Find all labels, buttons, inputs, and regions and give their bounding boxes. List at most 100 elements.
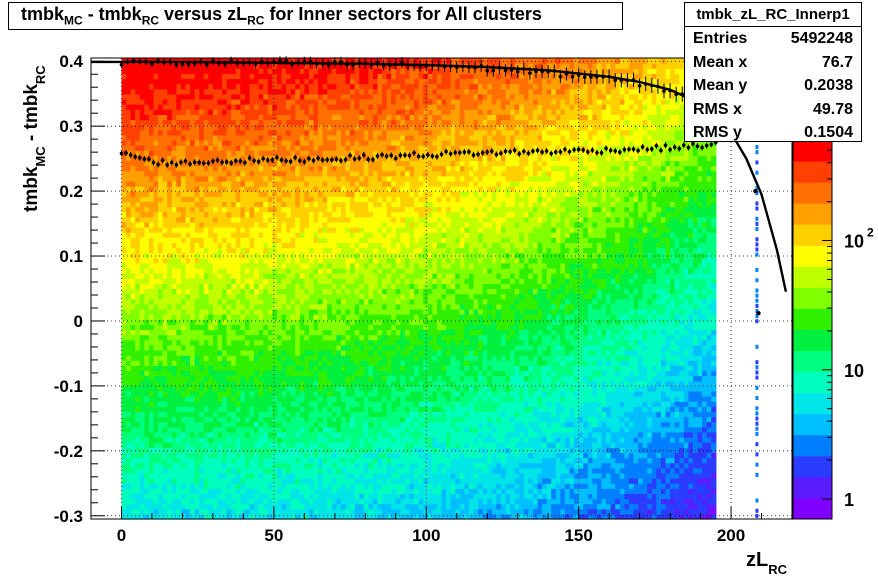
heatmap-cell	[359, 221, 365, 228]
heatmap-cell	[368, 411, 374, 418]
heatmap-cell	[368, 150, 374, 156]
heatmap-cell	[208, 109, 214, 115]
heatmap-cell	[135, 211, 141, 218]
heatmap-cell	[295, 139, 301, 146]
heatmap-cell	[144, 191, 150, 197]
heatmap-cell	[180, 93, 187, 100]
heatmap-cell	[222, 421, 228, 428]
heatmap-cell	[258, 483, 264, 489]
heatmap-cell	[176, 416, 182, 423]
heatmap-cell	[267, 170, 273, 177]
heatmap-cell	[359, 129, 365, 136]
heatmap-cell	[185, 242, 191, 249]
heatmap-cell	[144, 124, 150, 131]
heatmap-cell	[212, 93, 219, 100]
heatmap-cell	[180, 390, 187, 397]
heatmap-cell	[217, 365, 223, 372]
heatmap-cell	[244, 385, 251, 392]
heatmap-cell	[190, 211, 196, 218]
heatmap-cell	[359, 396, 365, 402]
heatmap-cell	[231, 283, 237, 290]
heatmap-cell	[295, 349, 301, 356]
heatmap-cell	[217, 375, 223, 382]
heatmap-cell	[286, 78, 292, 85]
heatmap-cell	[354, 513, 360, 520]
heatmap-cell	[185, 498, 191, 505]
heatmap-cell	[135, 437, 141, 443]
heatmap-cell	[190, 129, 196, 136]
heatmap-cell	[258, 109, 264, 115]
heatmap-cell	[267, 206, 273, 213]
heatmap-cell	[308, 139, 315, 146]
heatmap-cell	[244, 288, 251, 295]
heatmap-cell	[267, 160, 273, 167]
heatmap-cell	[139, 334, 145, 341]
heatmap-cell	[203, 344, 209, 351]
heatmap-cell	[308, 488, 315, 494]
heatmap-cell	[263, 324, 269, 331]
heatmap-cell	[217, 175, 223, 182]
heatmap-cell	[126, 211, 132, 218]
heatmap-cell	[290, 467, 296, 474]
heatmap-cell	[304, 78, 310, 85]
heatmap-cell	[308, 513, 315, 520]
heatmap-cell	[135, 160, 141, 167]
heatmap-cell	[240, 293, 246, 300]
heatmap-cell	[162, 396, 168, 402]
heatmap-cell	[167, 462, 173, 469]
heatmap-cell	[322, 355, 328, 361]
heatmap-cell	[345, 252, 351, 259]
heatmap-cell	[295, 365, 301, 372]
heatmap-cell	[354, 109, 360, 115]
heatmap-cell	[263, 488, 269, 494]
heatmap-cell	[290, 298, 296, 305]
heatmap-cell	[180, 437, 187, 443]
heatmap-cell	[158, 472, 164, 479]
heatmap-cell	[240, 139, 246, 146]
heatmap-cell	[272, 472, 278, 479]
heatmap-cell	[130, 319, 136, 325]
heatmap-cell	[249, 180, 255, 187]
heatmap-cell	[130, 78, 136, 85]
heatmap-cell	[363, 303, 369, 310]
heatmap-cell	[235, 329, 241, 336]
heatmap-cell	[359, 268, 365, 274]
heatmap-cell	[194, 221, 200, 228]
heatmap-cell	[144, 186, 150, 192]
heatmap-cell	[372, 339, 379, 346]
heatmap-cell	[185, 124, 191, 131]
heatmap-cell	[244, 303, 251, 310]
heatmap-cell	[363, 93, 369, 100]
heatmap-cell	[203, 462, 209, 469]
heatmap-cell	[254, 262, 260, 269]
heatmap-cell	[148, 186, 155, 192]
heatmap-cell	[340, 411, 347, 418]
heatmap-cell	[185, 334, 191, 341]
heatmap-cell	[313, 457, 319, 464]
heatmap-cell	[148, 503, 155, 510]
heatmap-cell	[203, 124, 209, 131]
heatmap-cell	[208, 58, 214, 64]
heatmap-cell	[363, 462, 369, 469]
heatmap-cell	[263, 109, 269, 115]
heatmap-cell	[222, 488, 228, 494]
heatmap-cell	[148, 165, 155, 172]
heatmap-cell	[299, 155, 305, 162]
heatmap-cell	[235, 390, 241, 397]
heatmap-cell	[185, 370, 191, 377]
heatmap-cell	[171, 462, 177, 469]
heatmap-cell	[148, 467, 155, 474]
heatmap-cell	[176, 247, 182, 254]
heatmap-cell	[286, 216, 292, 223]
heatmap-cell	[286, 191, 292, 197]
heatmap-cell	[231, 109, 237, 115]
heatmap-cell	[212, 401, 219, 407]
heatmap-cell	[121, 150, 127, 156]
heatmap-cell	[158, 298, 164, 305]
heatmap-cell	[331, 385, 337, 392]
heatmap-cell	[153, 406, 159, 413]
heatmap-cell	[190, 242, 196, 249]
heatmap-cell	[240, 227, 246, 233]
heatmap-cell	[135, 462, 141, 469]
heatmap-cell	[244, 421, 251, 428]
